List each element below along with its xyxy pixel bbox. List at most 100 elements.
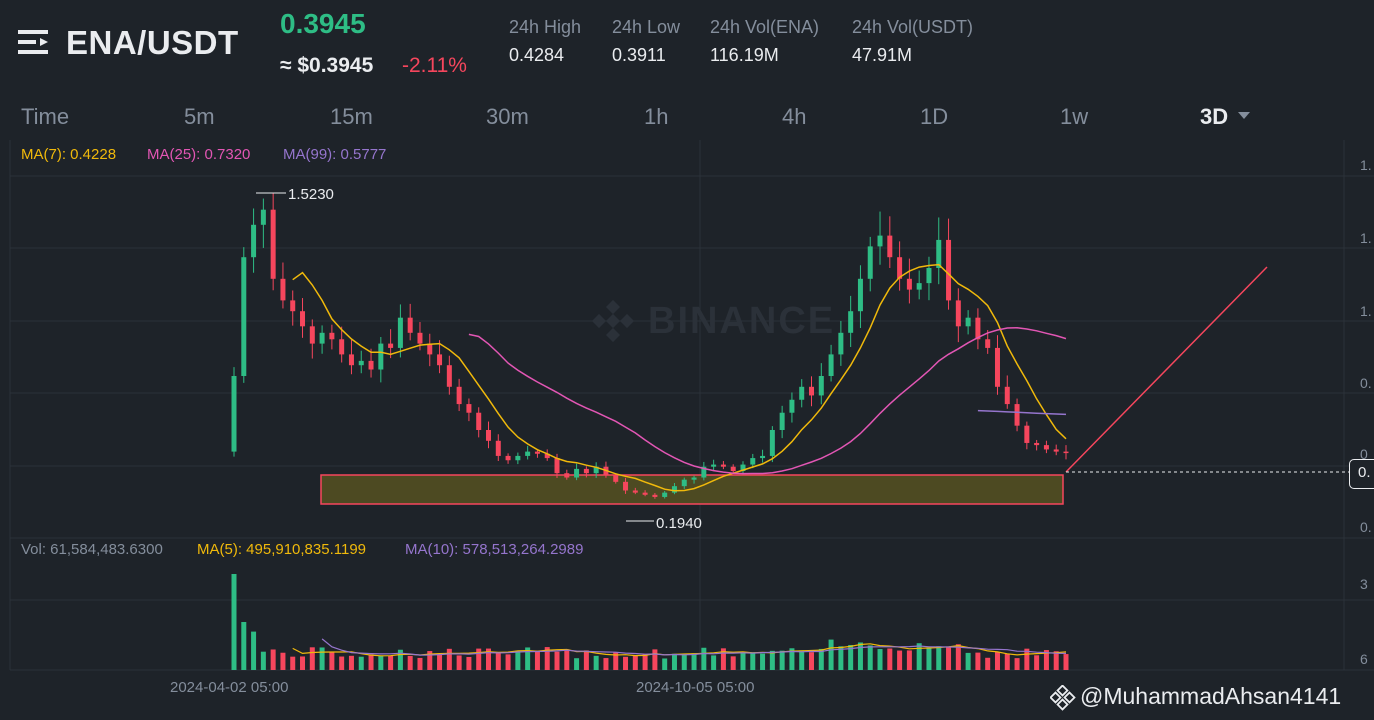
candle[interactable] [740, 464, 746, 472]
candle[interactable] [446, 365, 452, 387]
candle[interactable] [730, 466, 736, 472]
candle[interactable] [946, 239, 952, 301]
candle[interactable] [1034, 442, 1040, 446]
candle[interactable] [936, 239, 942, 268]
candle[interactable] [515, 455, 521, 461]
candle[interactable] [1014, 404, 1020, 426]
candle[interactable] [955, 300, 961, 327]
candle[interactable] [358, 360, 364, 366]
candle[interactable] [564, 473, 570, 478]
candle[interactable] [407, 317, 413, 333]
candle[interactable] [720, 464, 726, 467]
candle[interactable] [270, 209, 276, 279]
candle[interactable] [818, 376, 824, 396]
candle[interactable] [388, 343, 394, 348]
candle[interactable] [456, 386, 462, 405]
tab-30m[interactable]: 30m [486, 104, 529, 129]
candle[interactable] [593, 466, 599, 474]
candle[interactable] [799, 386, 805, 400]
candle[interactable] [691, 477, 697, 480]
candle[interactable] [260, 209, 266, 225]
candle[interactable] [965, 317, 971, 327]
candle[interactable] [583, 468, 589, 474]
trend-projection-line[interactable] [1065, 266, 1268, 473]
candle[interactable] [1004, 386, 1010, 405]
candle[interactable] [348, 354, 354, 366]
candle[interactable] [427, 343, 433, 355]
candle[interactable] [642, 492, 648, 495]
candle[interactable] [857, 278, 863, 312]
candle[interactable] [1024, 425, 1030, 443]
candle[interactable] [838, 332, 844, 355]
candle[interactable] [300, 311, 306, 327]
candle[interactable] [309, 326, 315, 344]
candle[interactable] [368, 360, 374, 370]
candle[interactable] [574, 468, 580, 478]
candle[interactable] [1053, 449, 1059, 452]
candle[interactable] [701, 466, 707, 478]
candle[interactable] [906, 278, 912, 290]
candle[interactable] [437, 354, 443, 366]
candle[interactable] [652, 494, 658, 497]
candle[interactable] [867, 246, 873, 279]
candle[interactable] [877, 235, 883, 247]
candle[interactable] [623, 481, 629, 491]
candle[interactable] [339, 339, 345, 355]
candle[interactable] [476, 412, 482, 430]
candle[interactable] [750, 458, 756, 465]
candle[interactable] [916, 283, 922, 290]
tab-4h[interactable]: 4h [782, 104, 807, 129]
candle[interactable] [525, 451, 531, 456]
candle[interactable] [985, 339, 991, 348]
candle[interactable] [809, 386, 815, 396]
candle[interactable] [290, 300, 296, 312]
candle[interactable] [554, 458, 560, 474]
tab-1h[interactable]: 1h [644, 104, 669, 129]
candle[interactable] [613, 475, 619, 482]
candle[interactable] [779, 412, 785, 430]
tab-3d[interactable]: 3D [1200, 104, 1229, 129]
candle[interactable] [544, 453, 550, 459]
tab-time[interactable]: Time [21, 104, 70, 129]
candle[interactable] [417, 332, 423, 344]
candle[interactable] [887, 235, 893, 258]
tab-1d[interactable]: 1D [920, 104, 949, 129]
candle[interactable] [662, 492, 668, 497]
menu-icon[interactable] [18, 28, 50, 56]
chevron-down-icon[interactable] [1238, 112, 1250, 119]
pair-title[interactable]: ENA/USDT [66, 24, 239, 61]
candle[interactable] [534, 451, 540, 454]
candle[interactable] [1043, 445, 1049, 450]
candle[interactable] [251, 224, 257, 258]
candle[interactable] [760, 455, 766, 459]
candle[interactable] [848, 311, 854, 333]
candle[interactable] [1063, 451, 1069, 454]
candle[interactable] [397, 317, 403, 348]
candle[interactable] [319, 332, 325, 344]
candle[interactable] [789, 399, 795, 413]
candle[interactable] [681, 479, 687, 487]
candle[interactable] [505, 455, 511, 461]
tab-1w[interactable]: 1w [1060, 104, 1089, 129]
tab-15m[interactable]: 15m [330, 104, 373, 129]
candle[interactable] [241, 257, 247, 376]
tab-5m[interactable]: 5m [184, 104, 215, 129]
candle[interactable] [632, 490, 638, 493]
candle[interactable] [671, 486, 677, 493]
candle[interactable] [828, 354, 834, 376]
candle[interactable] [926, 268, 932, 284]
candle[interactable] [975, 317, 981, 340]
candle[interactable] [897, 257, 903, 279]
volume-bar [916, 643, 922, 670]
candle[interactable] [485, 430, 491, 441]
candle[interactable] [769, 430, 775, 456]
candle[interactable] [994, 347, 1000, 387]
candle[interactable] [231, 376, 237, 452]
candle[interactable] [329, 332, 335, 340]
candle[interactable] [495, 440, 501, 456]
candle[interactable] [711, 464, 717, 467]
candle[interactable] [466, 404, 472, 413]
candle[interactable] [280, 278, 286, 301]
candle[interactable] [378, 343, 384, 370]
